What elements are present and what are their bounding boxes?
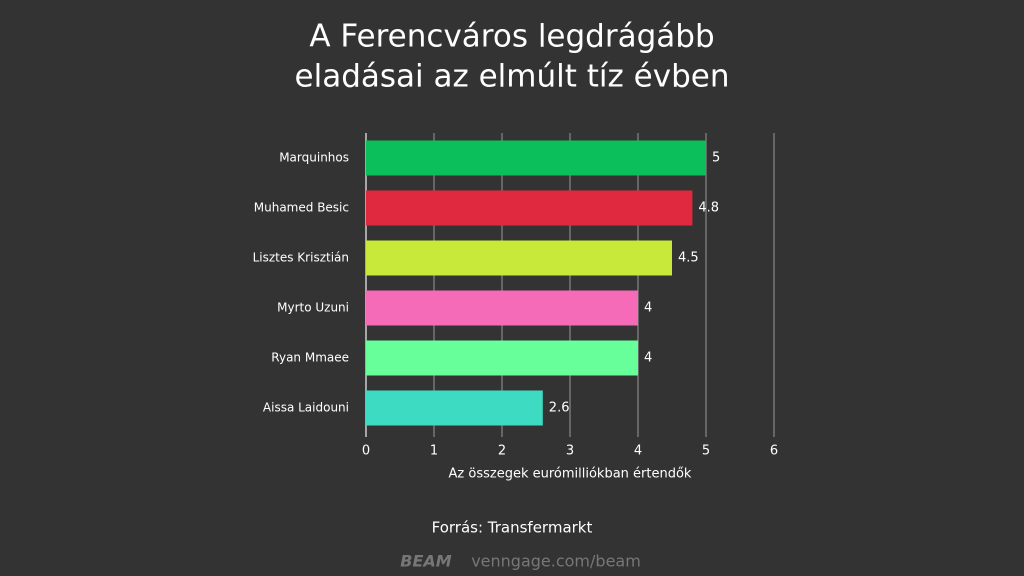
- value-label: 2.6: [549, 401, 570, 416]
- source: Forrás: Transfermarkt: [432, 519, 593, 537]
- bar: [366, 140, 706, 176]
- value-label: 4.5: [678, 251, 699, 266]
- bar: [366, 290, 638, 326]
- y-tick-label: Muhamed Besic: [254, 201, 349, 215]
- chart-title: eladásai az elmúlt tíz évben: [295, 59, 730, 95]
- y-tick-label: Marquinhos: [279, 151, 349, 165]
- y-tick-label: Aissa Laidouni: [263, 401, 349, 415]
- footer-logo: BEAM: [400, 552, 452, 571]
- value-label: 4.8: [698, 201, 719, 216]
- x-tick-label: 4: [634, 444, 642, 459]
- y-tick-label: Lisztes Krisztián: [253, 251, 349, 265]
- x-tick-label: 0: [362, 444, 370, 459]
- footer-url: venngage.com/beam: [471, 552, 641, 571]
- value-label: 4: [644, 351, 652, 366]
- y-tick-label: Ryan Mmaee: [271, 351, 349, 365]
- bar: [366, 240, 672, 276]
- x-axis-label: Az összegek eurómilliókban értendők: [449, 467, 692, 482]
- value-label: 5: [712, 151, 720, 166]
- x-tick-label: 3: [566, 444, 574, 459]
- x-tick-label: 5: [702, 444, 710, 459]
- y-tick-label: Myrto Uzuni: [277, 301, 349, 315]
- x-tick-label: 6: [770, 444, 778, 459]
- bar: [366, 190, 693, 226]
- chart-title: A Ferencváros legdrágább: [309, 19, 714, 55]
- x-tick-label: 1: [430, 444, 438, 459]
- x-tick-label: 2: [498, 444, 506, 459]
- value-label: 4: [644, 301, 652, 316]
- bar: [366, 340, 638, 376]
- bar: [366, 390, 543, 426]
